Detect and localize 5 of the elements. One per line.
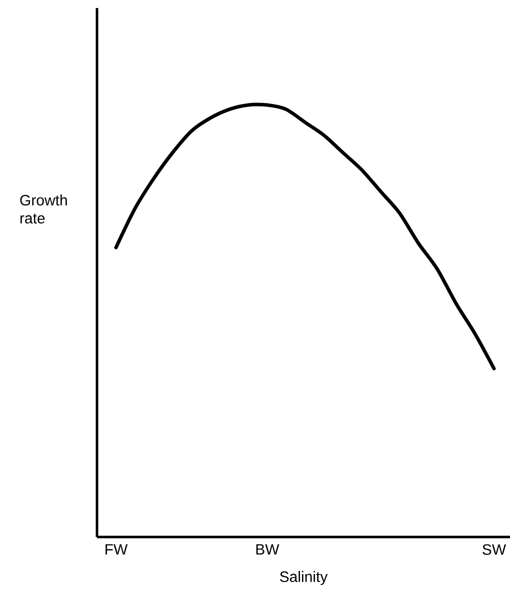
y-axis-title: Growth rate [20, 194, 67, 224]
x-axis-title: Salinity [280, 571, 328, 585]
x-tick-label: SW [482, 544, 506, 555]
x-tick-label: BW [256, 544, 280, 555]
x-tick-label: FW [106, 544, 128, 555]
